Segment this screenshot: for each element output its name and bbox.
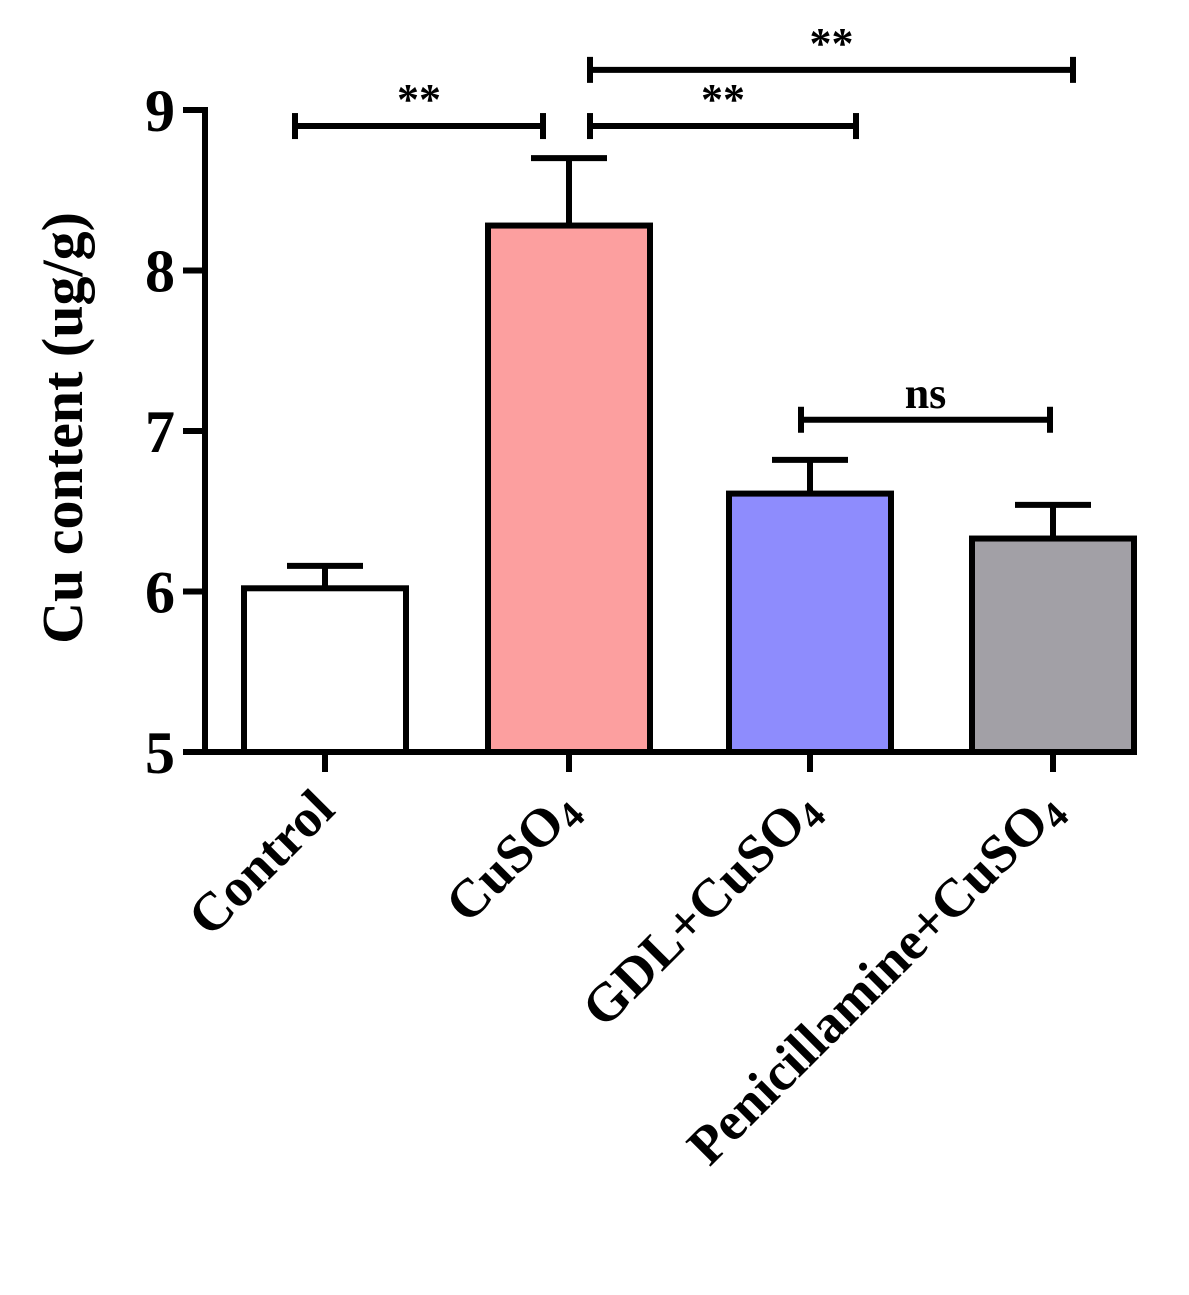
- significance-label: **: [397, 75, 441, 124]
- x-category-label: Control: [176, 778, 345, 947]
- significance-group: ** ** ** ns: [292, 19, 1076, 433]
- bar-1: [241, 585, 409, 755]
- y-tick-label: 9: [145, 78, 175, 144]
- y-tick-label: 8: [145, 239, 175, 305]
- bar-2: [485, 222, 653, 755]
- error-bars-group: [287, 155, 1091, 589]
- bars-group: [241, 222, 1137, 755]
- significance-label: **: [701, 75, 745, 124]
- y-tick-label: 7: [145, 399, 175, 465]
- x-category-label-text: Control: [176, 778, 345, 947]
- x-category-label: GDL+CuSO4: [570, 778, 834, 1042]
- significance-label: **: [810, 19, 854, 68]
- x-category-label-text: GDL+CuSO: [570, 791, 817, 1038]
- bar-4: [969, 535, 1137, 755]
- significance-label: ns: [905, 369, 947, 418]
- y-tick-label: 6: [145, 560, 175, 626]
- x-category-label: CuSO4: [434, 778, 593, 937]
- bar-3: [726, 490, 894, 755]
- y-axis-title: Cu content (ug/g): [30, 212, 95, 644]
- y-tick-label: 5: [145, 720, 175, 786]
